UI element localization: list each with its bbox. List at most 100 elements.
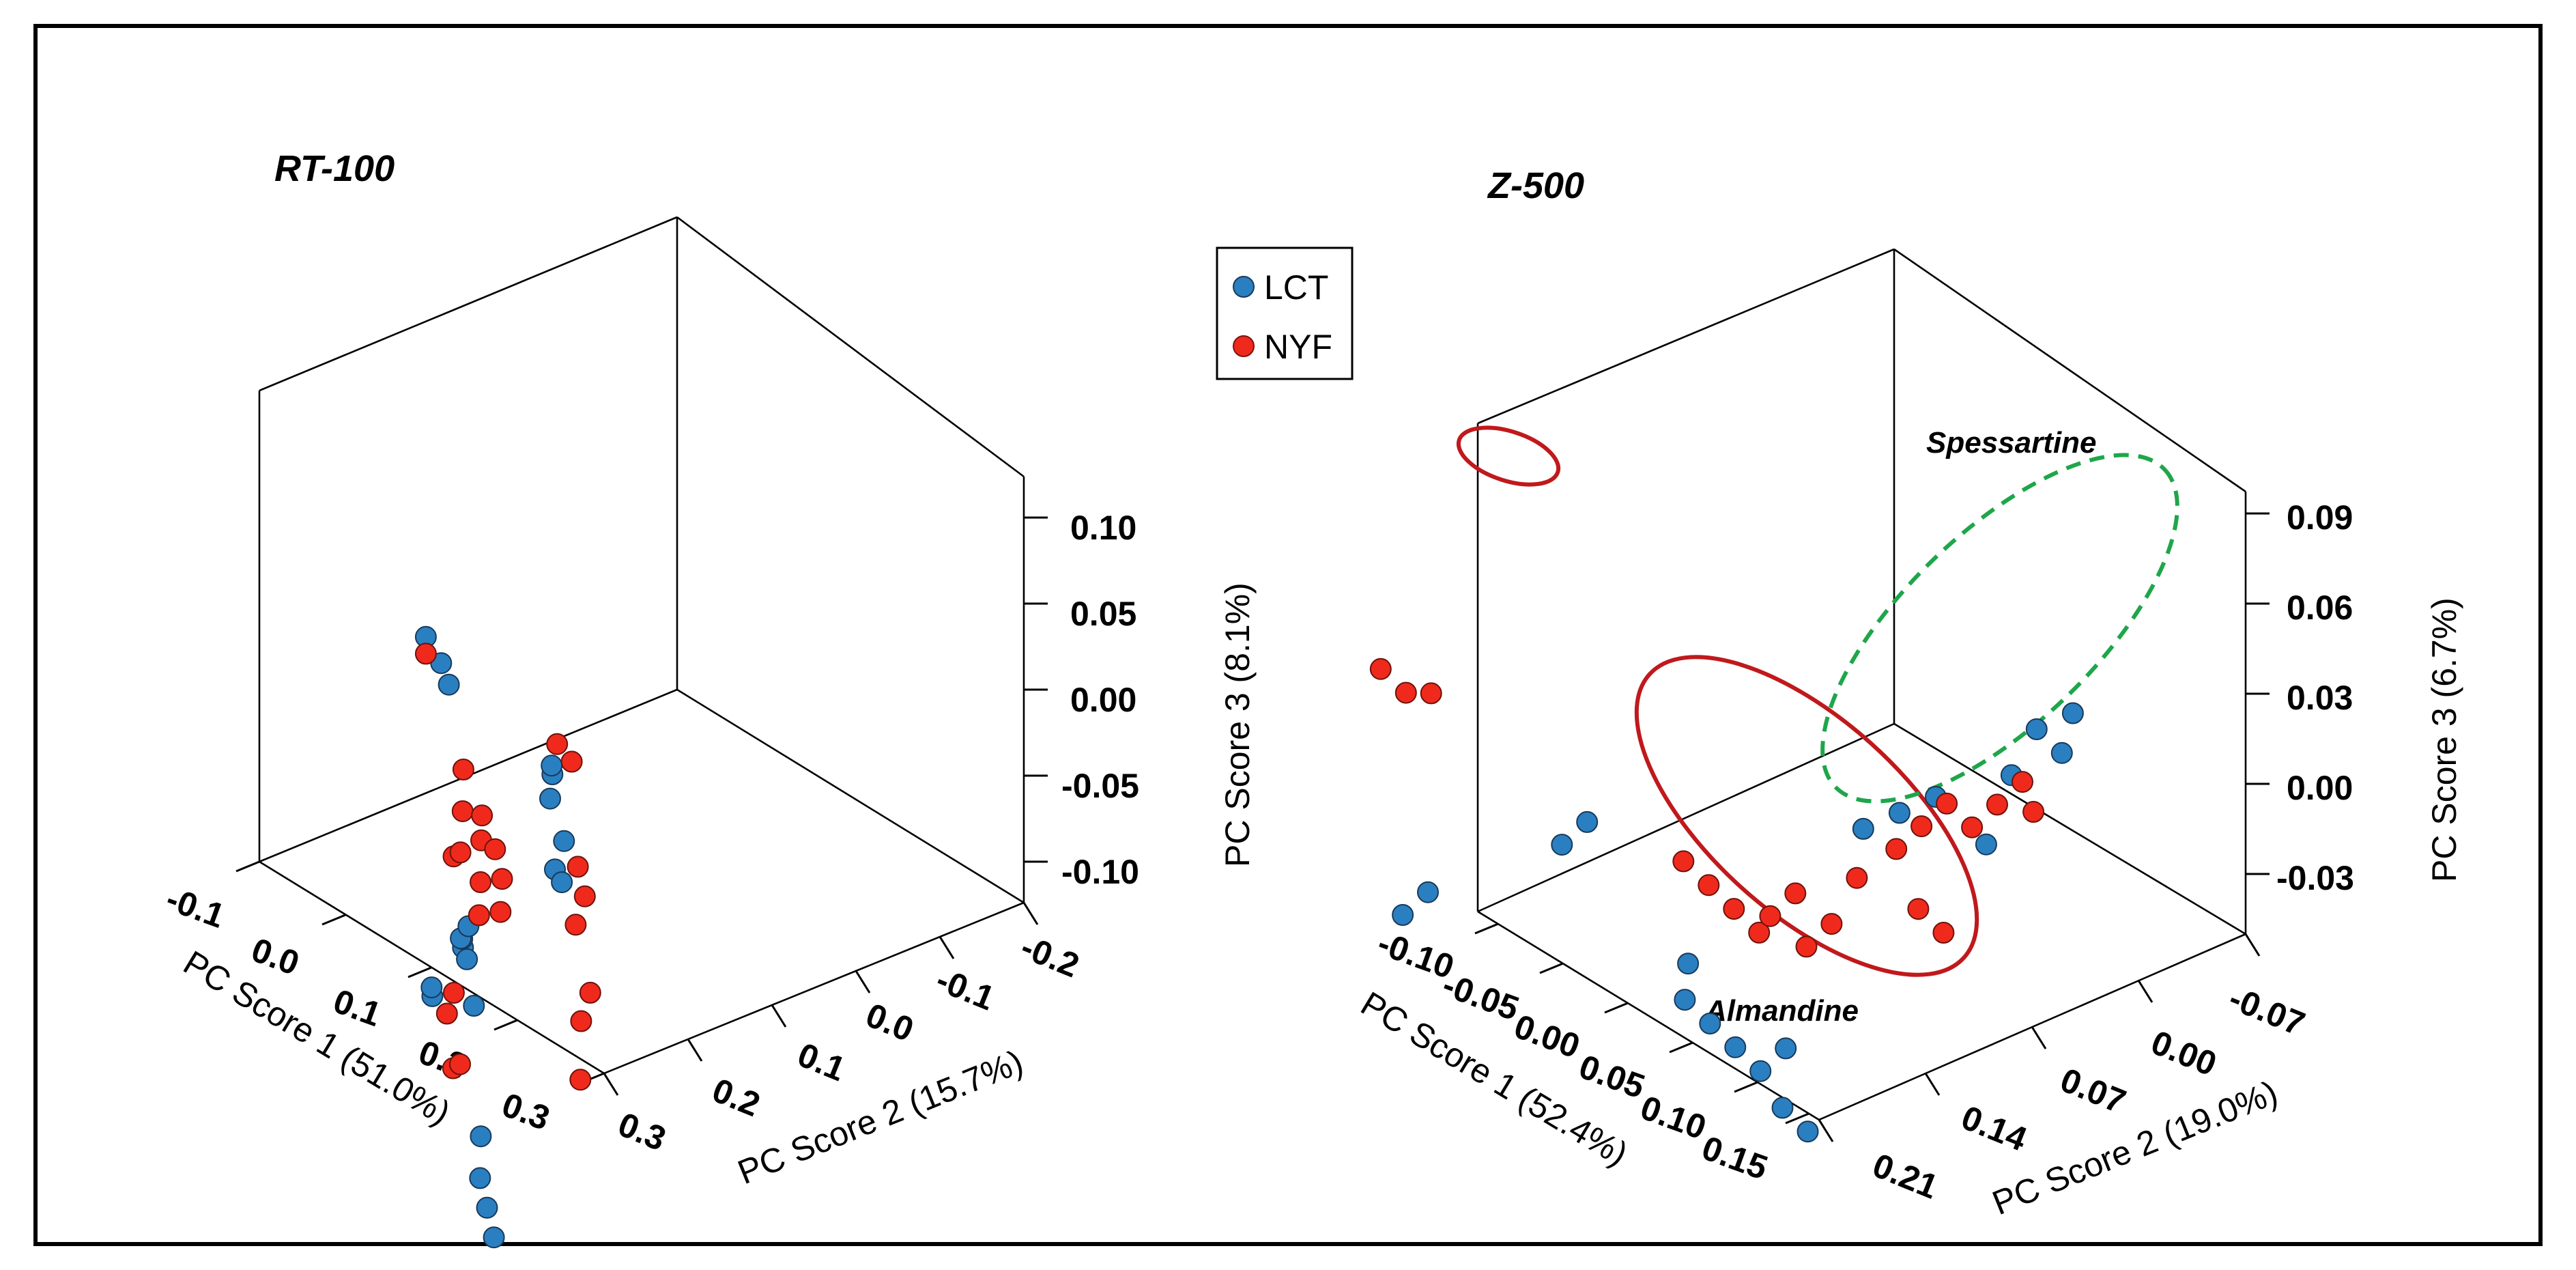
point-nyf — [1936, 792, 1958, 815]
point-nyf — [1698, 874, 1720, 897]
point-lct — [2061, 702, 2084, 724]
point-nyf — [451, 800, 474, 823]
z-axis-title-z500: PC Score 3 (6.7%) — [2425, 597, 2463, 882]
point-nyf — [1932, 922, 1955, 944]
point-lct — [483, 1226, 505, 1249]
cluster-ring-spessartine — [1820, 453, 2179, 804]
point-nyf — [1795, 935, 1818, 958]
legend: LCT NYF — [1216, 246, 1354, 380]
legend-box — [1216, 246, 1354, 380]
point-nyf — [1759, 905, 1781, 927]
point-nyf — [452, 759, 474, 780]
point-nyf — [1907, 898, 1930, 920]
point-lct — [463, 995, 485, 1017]
annotation-almandine: Almandine — [1704, 994, 1859, 1028]
point-lct — [420, 976, 443, 999]
point-lct — [1749, 1060, 1772, 1082]
point-nyf — [435, 1002, 458, 1025]
z-tick-label: -0.10 — [1061, 853, 1139, 891]
point-nyf — [471, 804, 493, 827]
point-lct — [2025, 718, 2048, 740]
cluster-ring-almandine — [1634, 655, 1979, 977]
point-lct — [1775, 1037, 1797, 1060]
point-nyf — [570, 1010, 592, 1032]
point-lct — [438, 673, 460, 696]
point-lct — [469, 1167, 491, 1189]
point-lct — [470, 1125, 492, 1148]
point-nyf — [468, 904, 490, 927]
point-lct — [539, 787, 561, 810]
point-nyf — [1369, 658, 1392, 680]
point-nyf — [491, 868, 513, 890]
point-nyf — [546, 733, 569, 755]
point-nyf — [1820, 913, 1843, 935]
point-lct — [1852, 817, 1874, 840]
z-tick-label: -0.05 — [1061, 767, 1139, 805]
point-lct — [1975, 833, 1997, 856]
point-lct — [1417, 881, 1439, 903]
point-nyf — [1748, 921, 1771, 944]
panel-title-rt100: RT-100 — [274, 148, 395, 189]
z-axis-ticks-rt100: 0.10 0.05 0.00 -0.05 -0.10 — [1024, 509, 1139, 891]
cluster-ring-outlier — [1456, 425, 1561, 487]
point-nyf — [564, 914, 587, 936]
point-lct — [553, 830, 575, 852]
point-lct — [2050, 742, 2073, 764]
point-lct — [456, 948, 478, 970]
z-axis-title-rt100: PC Score 3 (8.1%) — [1218, 582, 1257, 867]
point-lct — [1677, 952, 1700, 975]
z-tick-label: 0.00 — [2287, 769, 2353, 807]
z-tick-label: 0.10 — [1070, 509, 1136, 547]
point-nyf — [567, 856, 589, 878]
point-lct — [1551, 834, 1573, 856]
point-nyf — [484, 838, 506, 860]
point-lct — [1392, 904, 1414, 926]
panel-title-z500: Z-500 — [1487, 165, 1584, 206]
z-tick-label: 0.00 — [1070, 681, 1136, 719]
legend-label-nyf: NYF — [1264, 328, 1332, 366]
z-tick-label: 0.03 — [2287, 679, 2353, 717]
point-nyf — [1672, 850, 1695, 873]
scatter-points-z500 — [1369, 658, 2084, 1143]
point-nyf — [573, 885, 596, 907]
point-nyf — [442, 982, 465, 1004]
point-nyf — [2022, 801, 2045, 823]
z-axis-ticks-z500: 0.09 0.06 0.03 0.00 -0.03 — [2246, 498, 2354, 897]
point-lct — [541, 754, 563, 777]
z-tick-label: -0.03 — [2276, 859, 2354, 897]
point-lct — [1724, 1036, 1747, 1058]
point-lct — [476, 1196, 498, 1219]
point-nyf — [2012, 771, 2033, 793]
scatter-points-rt100 — [414, 625, 601, 1249]
point-nyf — [1420, 682, 1442, 705]
z-tick-label: 0.05 — [1070, 595, 1136, 633]
point-lct — [1888, 802, 1910, 824]
point-nyf — [414, 643, 437, 665]
point-nyf — [1846, 866, 1868, 889]
point-nyf — [449, 841, 472, 864]
point-nyf — [1885, 838, 1908, 860]
point-nyf — [579, 981, 601, 1004]
point-nyf — [470, 871, 491, 893]
point-nyf — [449, 1053, 471, 1075]
z-tick-label: 0.06 — [2287, 589, 2353, 627]
point-lct — [1699, 1013, 1721, 1034]
point-lct — [1576, 810, 1599, 833]
point-nyf — [569, 1069, 592, 1091]
point-nyf — [1394, 681, 1417, 704]
legend-marker-nyf — [1233, 335, 1255, 357]
annotation-spessartine: Spessartine — [1926, 426, 2096, 460]
point-lct — [1674, 989, 1696, 1011]
point-nyf — [1910, 815, 1933, 838]
point-nyf — [489, 901, 512, 923]
point-nyf — [1986, 793, 2008, 816]
point-lct — [1771, 1097, 1794, 1119]
z-tick-label: 0.09 — [2287, 498, 2353, 537]
point-lct — [551, 871, 573, 894]
point-nyf — [1961, 816, 1984, 838]
point-lct — [1797, 1120, 1819, 1143]
point-nyf — [1784, 882, 1807, 905]
point-nyf — [1723, 898, 1745, 920]
legend-label-lct: LCT — [1264, 268, 1328, 307]
